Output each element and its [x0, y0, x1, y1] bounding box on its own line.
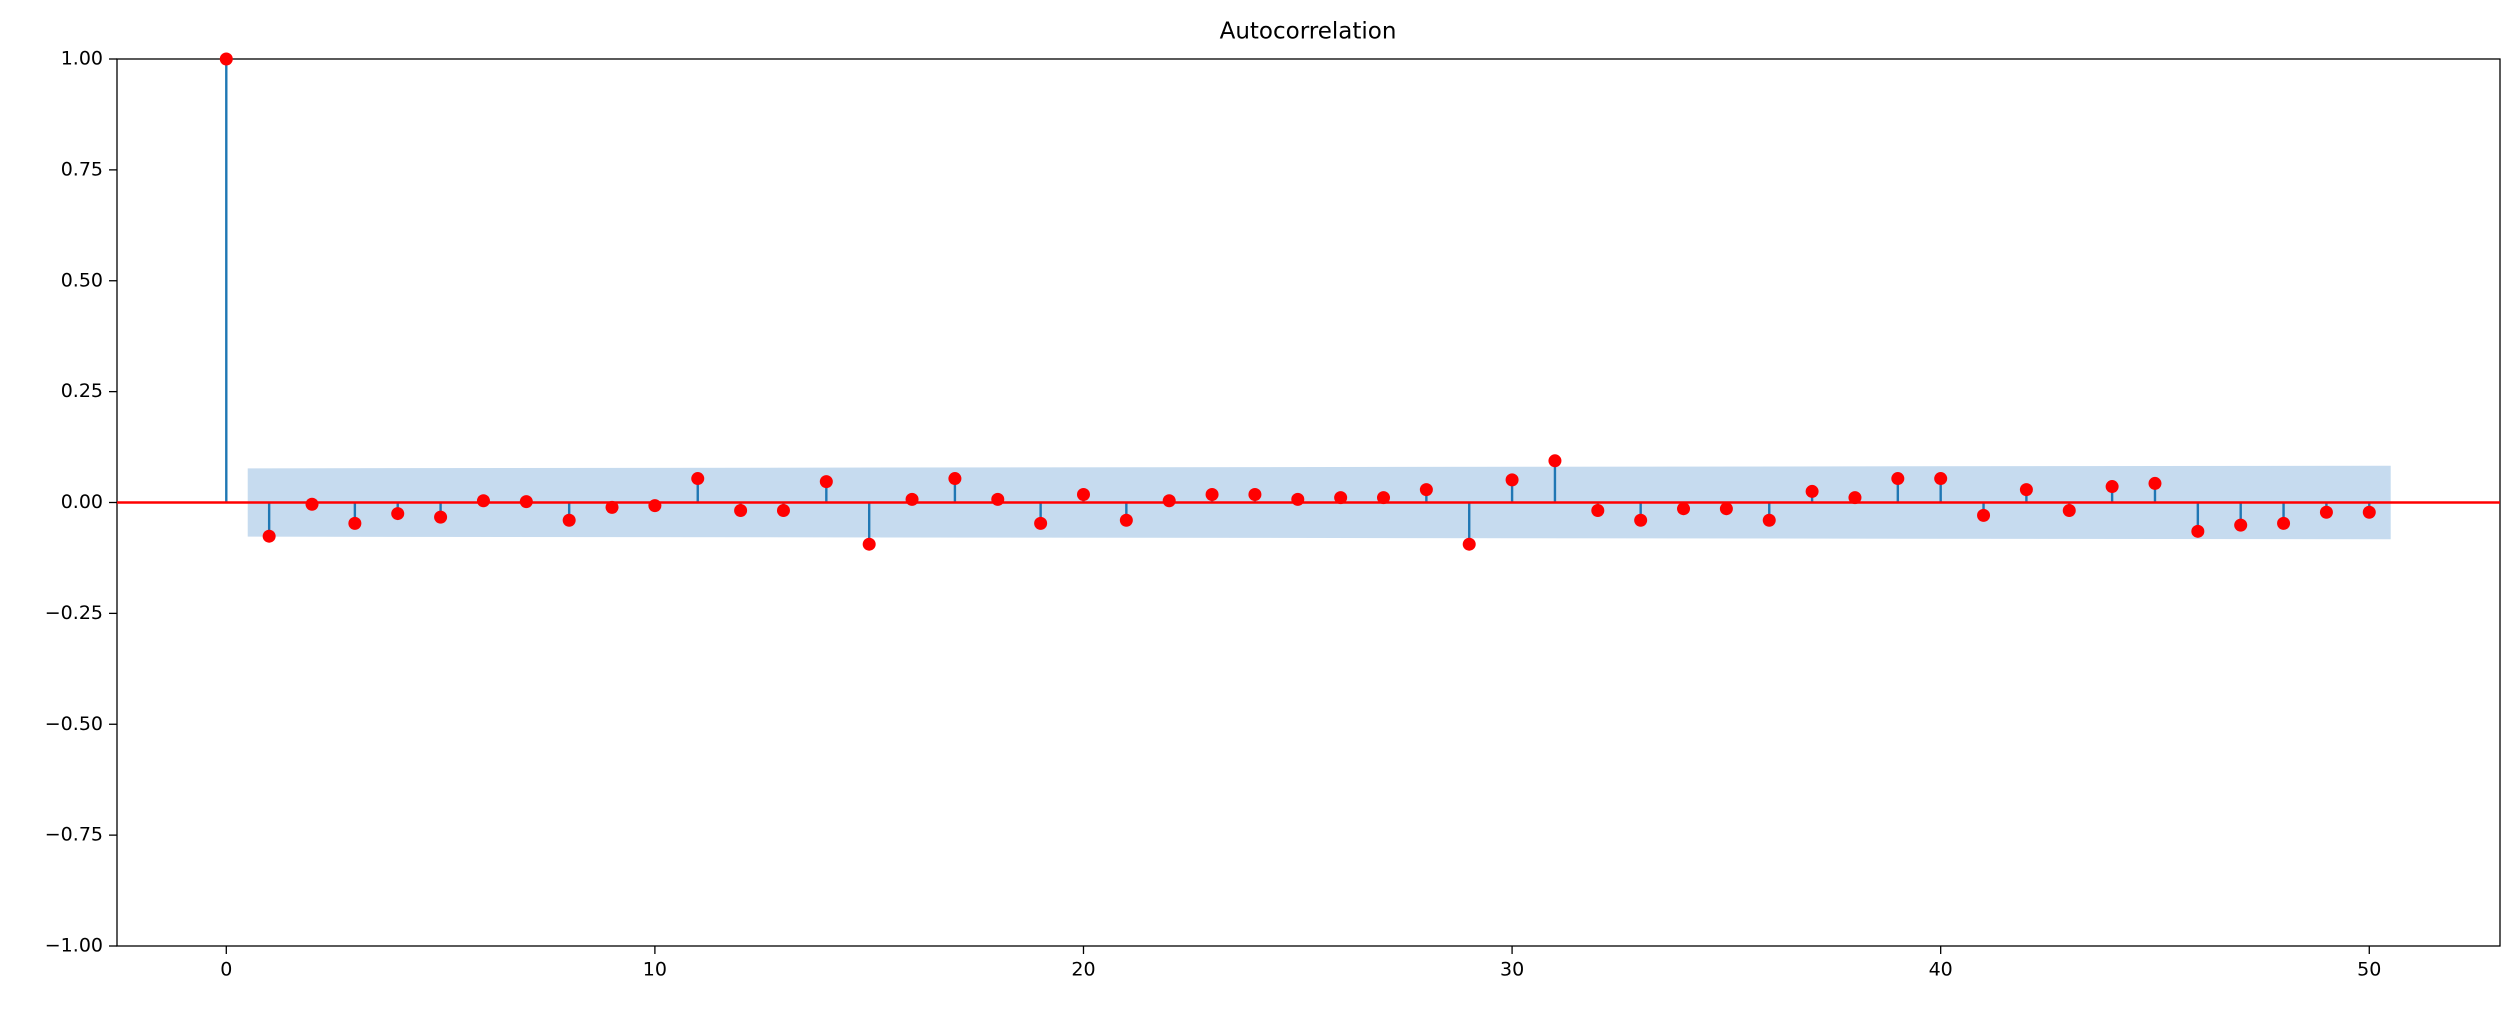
marker [1034, 516, 1048, 530]
marker [2019, 483, 2033, 497]
marker [1848, 491, 1862, 505]
y-tick-label: 0.50 [61, 269, 103, 291]
marker [1248, 488, 1262, 502]
marker [1205, 488, 1219, 502]
marker [1377, 491, 1391, 505]
y-tick-label: −1.00 [45, 935, 103, 957]
marker [1119, 513, 1133, 527]
marker [2277, 516, 2291, 530]
y-tick-label: −0.50 [45, 713, 103, 735]
y-tick-label: −0.25 [45, 602, 103, 624]
marker [2362, 505, 2376, 519]
x-tick-label: 10 [643, 959, 667, 981]
marker [2062, 503, 2076, 517]
marker [305, 497, 319, 511]
x-tick-label: 50 [2357, 959, 2381, 981]
marker [219, 52, 233, 66]
marker [948, 472, 962, 486]
marker [434, 510, 448, 524]
marker [905, 492, 919, 506]
marker [648, 499, 662, 513]
marker [1591, 503, 1605, 517]
marker [776, 503, 790, 517]
marker [519, 495, 533, 509]
marker [734, 503, 748, 517]
marker [1076, 488, 1090, 502]
marker [1762, 513, 1776, 527]
marker [1677, 502, 1691, 516]
marker [562, 513, 576, 527]
marker [391, 507, 405, 521]
marker [2105, 480, 2119, 494]
marker [819, 475, 833, 489]
marker [1505, 473, 1519, 487]
marker [862, 537, 876, 551]
y-tick-label: −0.75 [45, 824, 103, 846]
marker [2319, 505, 2333, 519]
marker [1805, 484, 1819, 498]
marker [1891, 472, 1905, 486]
x-tick-label: 40 [1929, 959, 1953, 981]
marker [2148, 476, 2162, 490]
marker [1634, 513, 1648, 527]
chart-title: Autocorrelation [1220, 19, 1397, 45]
marker [1977, 508, 1991, 522]
marker [1162, 494, 1176, 508]
y-tick-label: 1.00 [61, 48, 103, 70]
marker [1419, 483, 1433, 497]
marker [2191, 524, 2205, 538]
marker [1291, 492, 1305, 506]
marker [348, 516, 362, 530]
marker [2234, 518, 2248, 532]
marker [1334, 491, 1348, 505]
x-tick-label: 30 [1500, 959, 1524, 981]
y-tick-label: 0.25 [61, 380, 103, 402]
x-tick-label: 0 [220, 959, 232, 981]
y-tick-label: 0.75 [61, 158, 103, 180]
marker [1462, 537, 1476, 551]
y-tick-label: 0.00 [61, 491, 103, 513]
marker [1934, 472, 1948, 486]
marker [1548, 454, 1562, 468]
marker [262, 529, 276, 543]
marker [991, 492, 1005, 506]
marker [1719, 502, 1733, 516]
marker [476, 494, 490, 508]
marker [605, 500, 619, 514]
x-tick-label: 20 [1071, 959, 1095, 981]
marker [691, 472, 705, 486]
